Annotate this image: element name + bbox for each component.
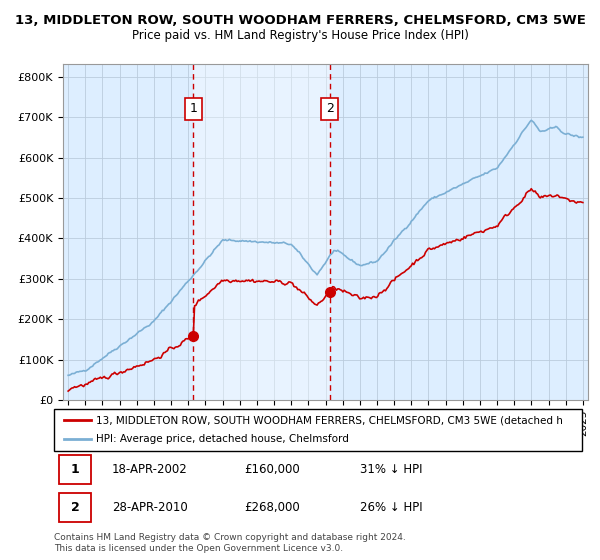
Text: Contains HM Land Registry data © Crown copyright and database right 2024.
This d: Contains HM Land Registry data © Crown c… [54, 533, 406, 553]
Text: 2: 2 [326, 102, 334, 115]
Text: 26% ↓ HPI: 26% ↓ HPI [360, 501, 423, 514]
Text: Price paid vs. HM Land Registry's House Price Index (HPI): Price paid vs. HM Land Registry's House … [131, 29, 469, 42]
FancyBboxPatch shape [59, 493, 91, 522]
Text: £268,000: £268,000 [244, 501, 300, 514]
Text: 1: 1 [71, 463, 79, 476]
Text: 13, MIDDLETON ROW, SOUTH WOODHAM FERRERS, CHELMSFORD, CM3 5WE: 13, MIDDLETON ROW, SOUTH WOODHAM FERRERS… [14, 14, 586, 27]
Text: 1: 1 [190, 102, 197, 115]
Text: £160,000: £160,000 [244, 463, 300, 476]
Bar [193, 64, 330, 400]
Text: 28-APR-2010: 28-APR-2010 [112, 501, 188, 514]
Text: 13, MIDDLETON ROW, SOUTH WOODHAM FERRERS, CHELMSFORD, CM3 5WE (detached h: 13, MIDDLETON ROW, SOUTH WOODHAM FERRERS… [96, 415, 563, 425]
FancyBboxPatch shape [59, 455, 91, 484]
Text: HPI: Average price, detached house, Chelmsford: HPI: Average price, detached house, Chel… [96, 435, 349, 445]
Text: 2: 2 [71, 501, 79, 514]
Text: 31% ↓ HPI: 31% ↓ HPI [360, 463, 423, 476]
Text: 18-APR-2002: 18-APR-2002 [112, 463, 188, 476]
